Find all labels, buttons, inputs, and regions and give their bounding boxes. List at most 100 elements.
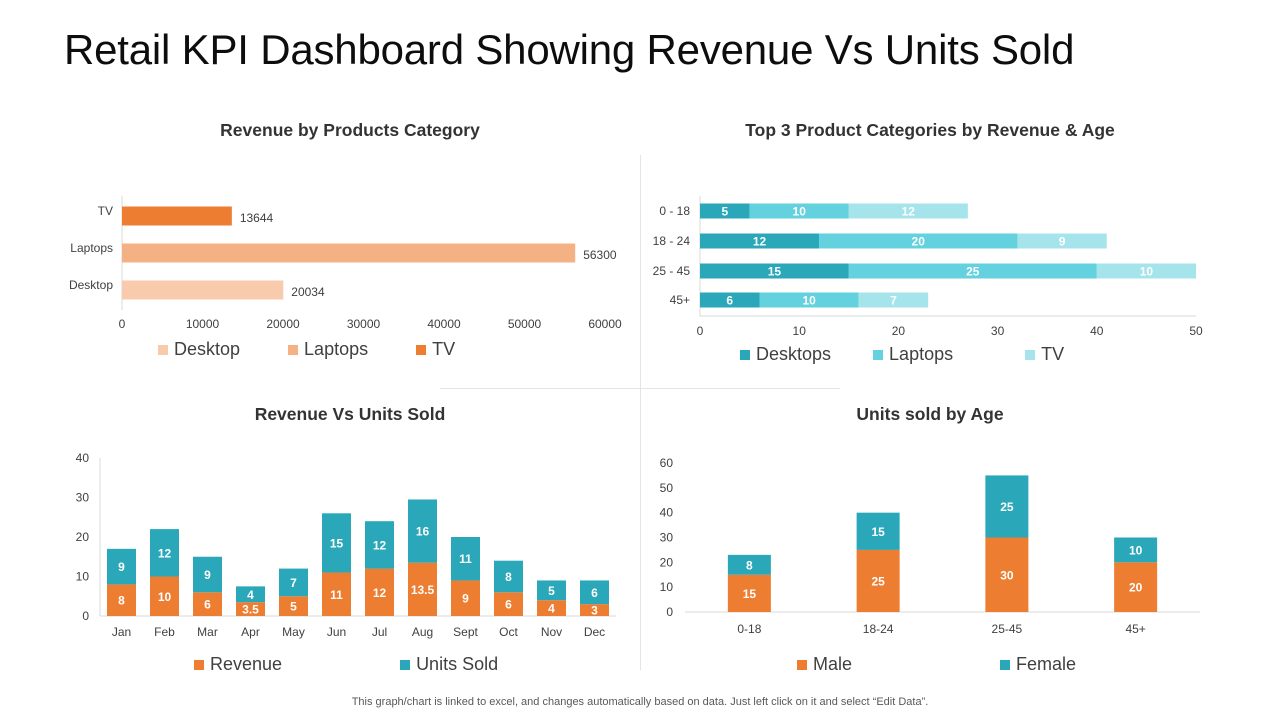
data-label: 20 <box>912 235 926 249</box>
x-tick-label: 20000 <box>266 317 300 331</box>
y-tick-label: 60 <box>660 456 674 470</box>
revenue-by-category-title: Revenue by Products Category <box>220 120 480 140</box>
top3-categories-title: Top 3 Product Categories by Revenue & Ag… <box>745 120 1115 140</box>
category-label: 18 - 24 <box>653 234 691 248</box>
x-tick-label: 18-24 <box>863 622 894 636</box>
legend-desktops: Desktops <box>740 344 831 365</box>
bar-desktops <box>700 263 849 279</box>
data-label: 11 <box>459 552 472 566</box>
legend-swatch-desktops <box>740 349 750 360</box>
bar-laptops <box>848 263 1097 279</box>
bar-units-sold <box>279 568 308 597</box>
page-title: Retail KPI Dashboard Showing Revenue Vs … <box>64 26 1075 73</box>
data-label: 8 <box>505 570 512 584</box>
legend-swatch-male <box>797 659 807 670</box>
x-tick-label: 20 <box>892 324 906 338</box>
y-tick-label: 30 <box>660 531 674 545</box>
bar-revenue <box>322 572 351 616</box>
data-label: 25 <box>1000 500 1014 514</box>
bar-female <box>727 554 771 575</box>
x-tick-label: 60000 <box>588 317 622 331</box>
bar-units-sold <box>451 537 480 581</box>
units-by-age-title: Units sold by Age <box>856 404 1004 424</box>
data-label: 9 <box>118 560 125 574</box>
bar-units-sold <box>322 513 351 573</box>
data-label: 10 <box>158 590 172 604</box>
y-tick-label: 10 <box>660 580 674 594</box>
x-tick-label: Apr <box>241 625 260 639</box>
data-label: 25 <box>966 265 980 279</box>
data-label: 12 <box>373 586 387 600</box>
x-tick-label: Feb <box>154 625 175 639</box>
y-tick-label: 20 <box>76 530 90 544</box>
bar-units-sold <box>494 560 523 593</box>
x-tick-label: May <box>282 625 305 639</box>
bar-units-sold <box>408 499 437 563</box>
legend-revenue: Revenue <box>194 654 282 675</box>
horizontal-divider <box>440 388 840 389</box>
bar-revenue <box>494 592 523 616</box>
data-label: 56300 <box>583 248 617 262</box>
bar-units-sold <box>193 556 222 593</box>
data-label: 4 <box>247 588 254 602</box>
bar-revenue <box>365 568 394 616</box>
legend-male-label: Male <box>813 654 853 674</box>
y-tick-label: 40 <box>76 451 90 465</box>
bar-units-sold <box>236 586 265 603</box>
legend-swatch-tv <box>416 344 427 355</box>
data-label: 3 <box>591 604 598 618</box>
bar-revenue <box>580 604 609 616</box>
x-tick-label: Jun <box>327 625 346 639</box>
legend-tv-label: TV <box>432 339 456 359</box>
vertical-divider <box>640 155 641 670</box>
bar-revenue <box>537 600 566 616</box>
bar-male <box>856 549 900 612</box>
x-tick-label: 45+ <box>1125 622 1145 636</box>
revenue-by-category-legend: Desktop Laptops TV <box>158 339 455 360</box>
y-tick-label: 30 <box>76 491 90 505</box>
legend-tv-2-label: TV <box>1041 344 1065 364</box>
legend-desktops-label: Desktops <box>756 344 832 364</box>
revenue-vs-units-legend: Revenue Units Sold <box>194 654 498 675</box>
bar-tv <box>1017 233 1107 249</box>
legend-units-sold-label: Units Sold <box>416 654 499 674</box>
data-label: 9 <box>1059 235 1066 249</box>
data-label: 8 <box>118 594 125 608</box>
data-label: 8 <box>746 558 753 572</box>
bar-tv <box>858 292 929 308</box>
bar-revenue <box>408 562 437 616</box>
data-label: 10 <box>802 294 816 308</box>
data-label: 5 <box>548 584 555 598</box>
bar-laptops <box>122 243 576 263</box>
bar-units-sold <box>107 548 136 585</box>
bar-laptops <box>749 203 849 219</box>
data-label: 6 <box>591 586 598 600</box>
data-label: 15 <box>743 587 757 601</box>
bar-units-sold <box>365 521 394 569</box>
bar-female <box>856 512 900 550</box>
x-tick-label: Dec <box>584 625 605 639</box>
data-label: 16 <box>416 525 430 539</box>
category-label: 0 - 18 <box>659 204 690 218</box>
x-tick-label: 40000 <box>427 317 461 331</box>
y-tick-label: 0 <box>666 605 673 619</box>
x-tick-label: 50 <box>1189 324 1203 338</box>
bar-units-sold <box>150 529 179 577</box>
bar-male <box>985 537 1029 612</box>
bar-tv <box>122 206 232 226</box>
bar-laptops <box>819 233 1018 249</box>
bar-desktops <box>700 292 760 308</box>
legend-tv-2: TV <box>1025 344 1064 365</box>
data-label: 3.5 <box>242 603 259 617</box>
top3-categories-legend: Desktops Laptops TV <box>740 344 1064 365</box>
data-label: 20 <box>1129 581 1143 595</box>
x-tick-label: Jan <box>112 625 131 639</box>
x-tick-label: Oct <box>499 625 518 639</box>
legend-male: Male <box>797 654 852 675</box>
legend-swatch-laptops <box>288 344 299 355</box>
data-label: 15 <box>768 265 782 279</box>
